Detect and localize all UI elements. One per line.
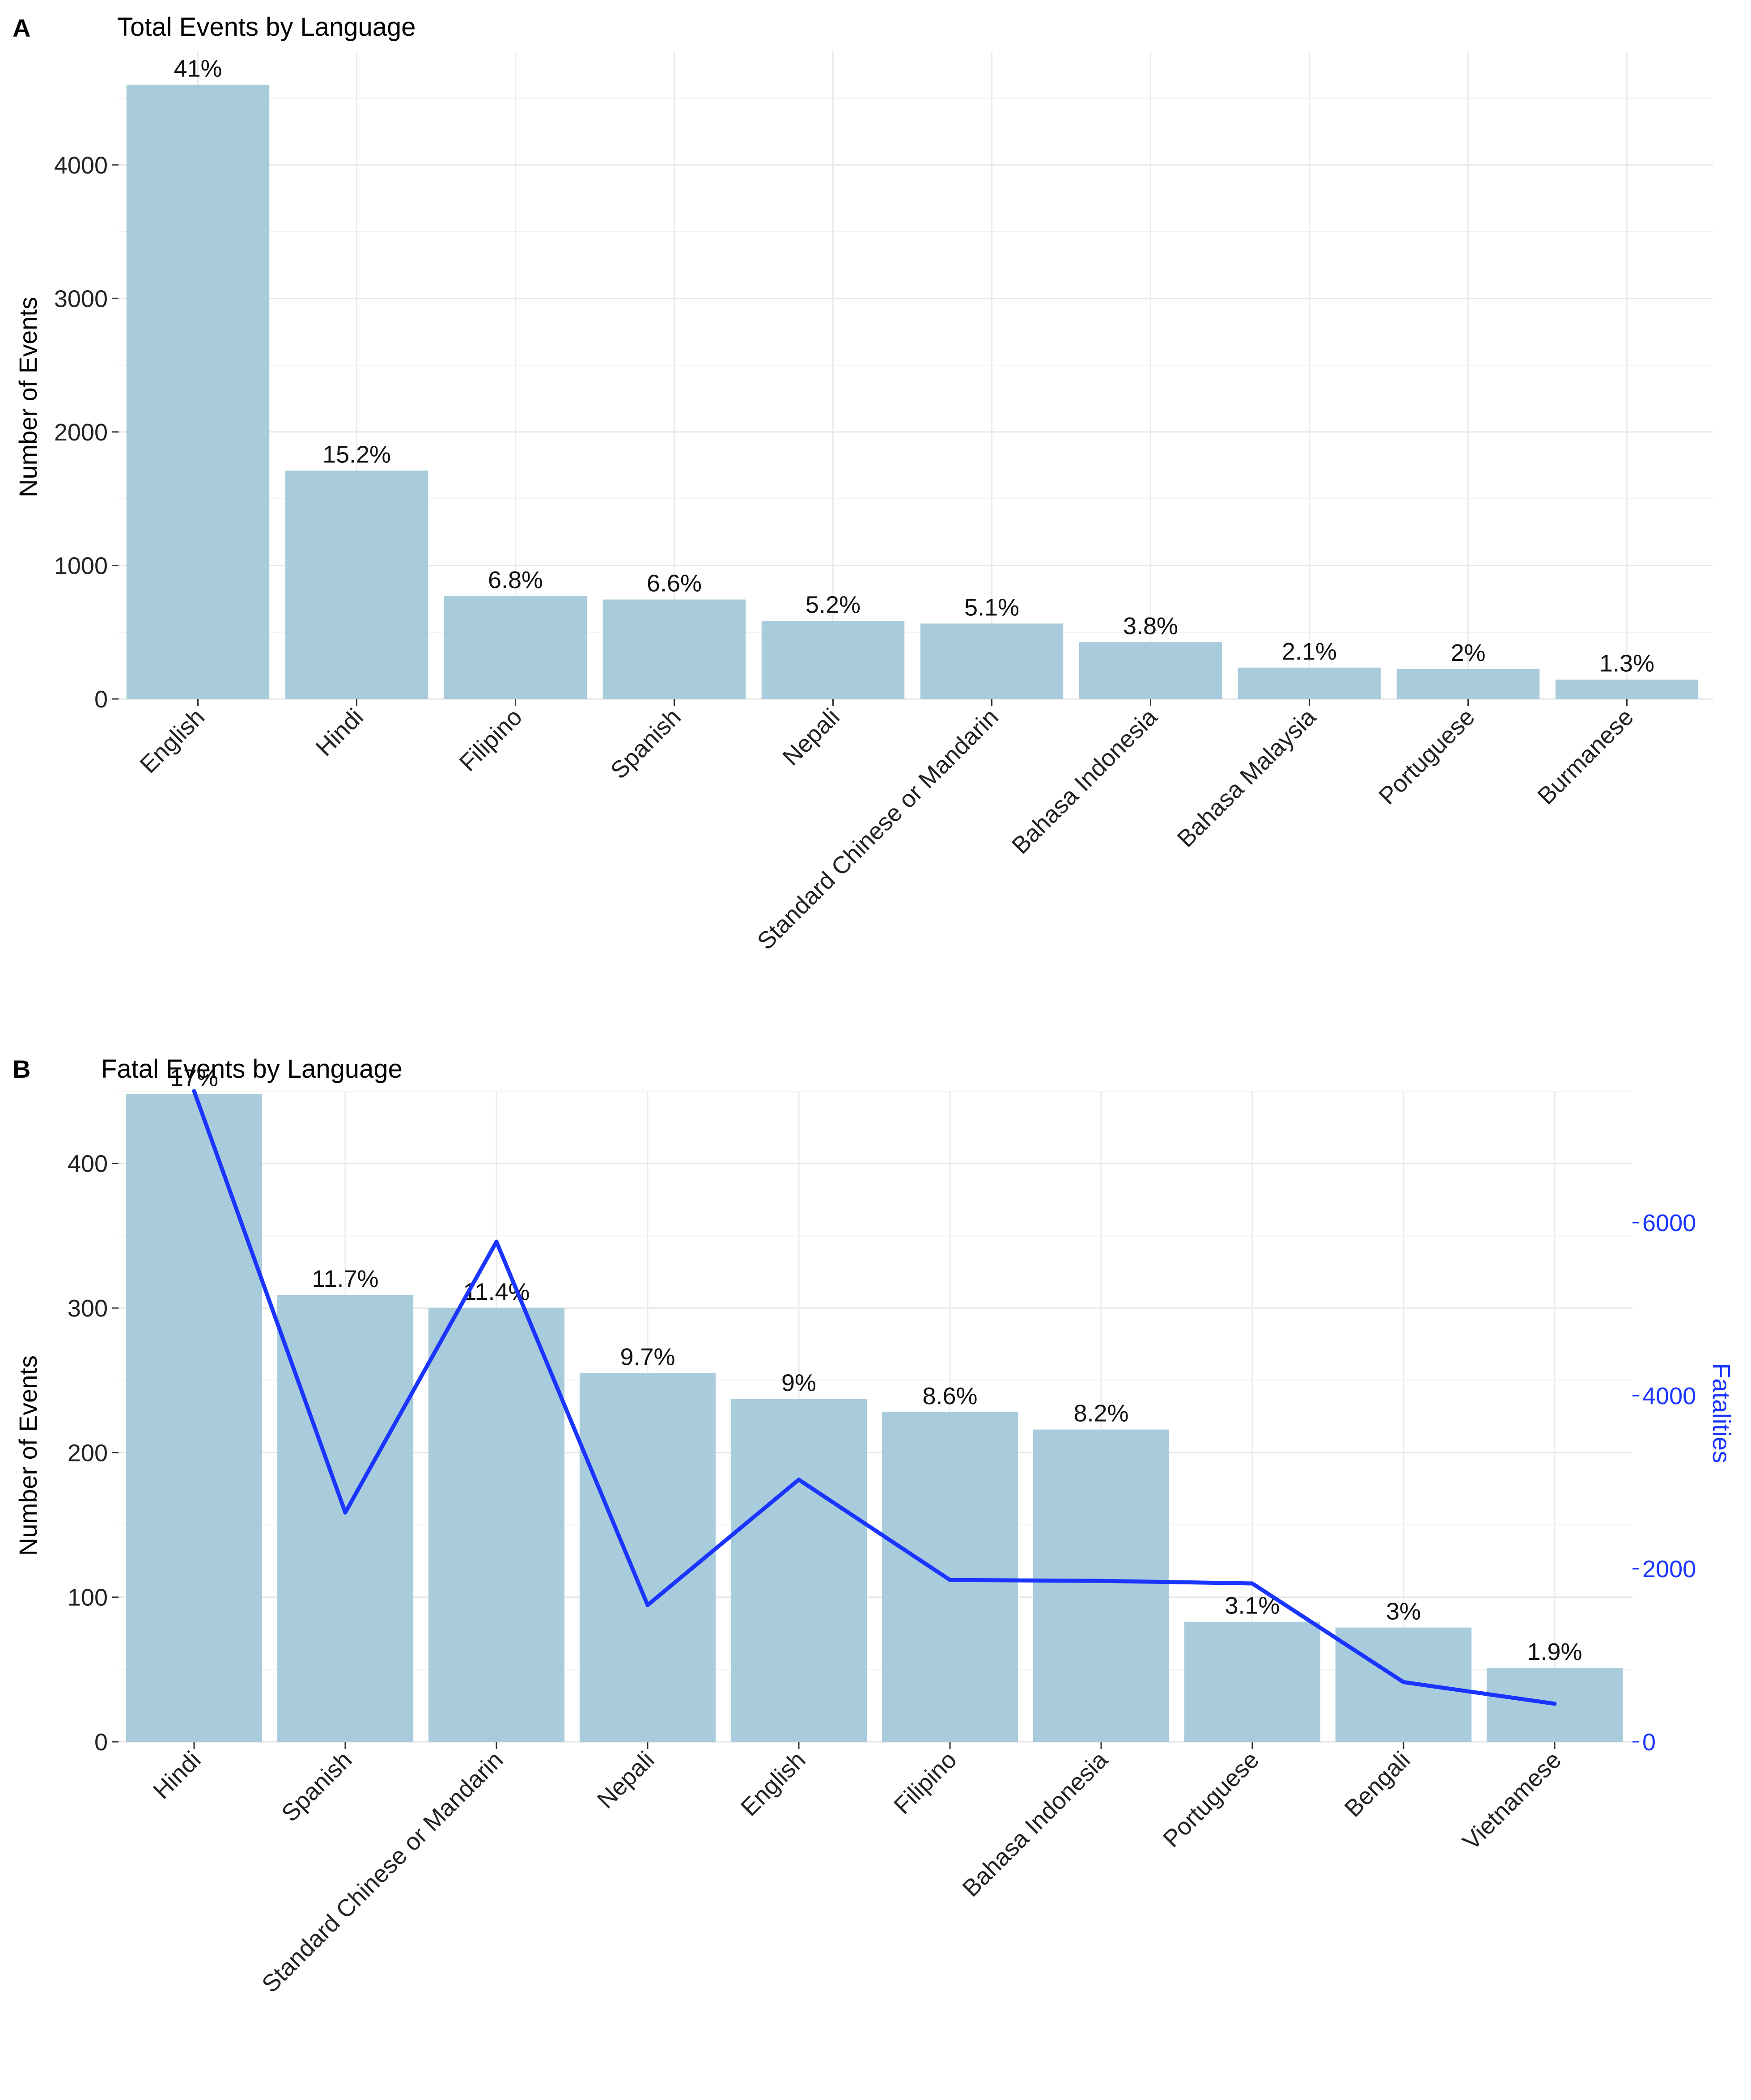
bar-hindi: [126, 1094, 263, 1742]
bar-bahasa-malaysia: [1238, 667, 1381, 699]
fatalities-point-bahasa-indonesia: [1099, 1579, 1103, 1583]
y-tick-label: 300: [68, 1295, 108, 1322]
bar-english: [126, 85, 270, 699]
fatalities-point-standard-chinese-or-mandarin: [494, 1240, 499, 1244]
bar-portuguese: [1396, 669, 1540, 699]
panel-b-bars: [126, 1094, 1623, 1742]
y-tick-label: 0: [94, 1729, 108, 1756]
bar-label-nepali: 9.7%: [620, 1344, 675, 1371]
y-tick-label: 2000: [54, 419, 108, 446]
bar-filipino: [882, 1412, 1018, 1742]
bar-label-vietnamese: 1.9%: [1527, 1639, 1582, 1665]
bar-standard-chinese-or-mandarin: [428, 1308, 565, 1742]
bar-label-spanish: 6.6%: [647, 570, 702, 597]
bar-nepali: [761, 621, 905, 699]
bar-label-spanish: 11.7%: [312, 1266, 378, 1292]
bar-label-filipino: 6.8%: [488, 567, 543, 593]
fatalities-point-nepali: [645, 1603, 650, 1607]
bar-label-filipino: 8.6%: [922, 1383, 977, 1410]
y-tick-label: 100: [68, 1584, 108, 1611]
fatalities-point-hindi: [192, 1089, 196, 1093]
panel-b-secondary-y-axis: 0 2000 4000 6000: [1632, 1210, 1696, 1756]
bar-portuguese: [1184, 1622, 1321, 1742]
panel-a-bars: [126, 85, 1699, 699]
panel-b-secondary-y-axis-title: Fatalities: [1708, 1363, 1736, 1463]
secondary-y-tick-label: 4000: [1642, 1383, 1696, 1410]
bar-bahasa-indonesia: [1033, 1429, 1170, 1742]
bar-label-standard-chinese-or-mandarin: 5.1%: [964, 594, 1019, 621]
panel-b-y-axis: 0 100 200 300 400: [68, 1151, 119, 1756]
panel-a-bar-labels: 41% 15.2% 6.8% 6.6% 5.2% 5.1% 3.8% 2.1% 2% 1.3%: [174, 55, 1654, 677]
y-tick-label: 4000: [54, 152, 108, 179]
panel-b-y-axis-title: Number of Events: [14, 1355, 42, 1556]
bar-spanish: [277, 1295, 414, 1742]
bar-bahasa-indonesia: [1079, 642, 1222, 699]
panel-a-title: Total Events by Language: [117, 13, 415, 42]
secondary-y-tick-label: 6000: [1642, 1210, 1696, 1236]
y-tick-label: 0: [94, 686, 108, 713]
bar-label-burmanese: 1.3%: [1599, 650, 1654, 677]
bar-label-bahasa-indonesia: 8.2%: [1073, 1400, 1128, 1427]
bar-spanish: [602, 599, 746, 699]
panel-a-label: A: [13, 14, 30, 42]
bar-label-english: 41%: [174, 55, 222, 82]
secondary-y-tick-label: 2000: [1642, 1556, 1696, 1583]
bar-label-english: 9%: [781, 1370, 816, 1397]
y-tick-label: 3000: [54, 285, 108, 312]
panel-a-y-axis: 0 1000 2000 3000 4000: [54, 152, 119, 713]
y-tick-label: 200: [68, 1440, 108, 1466]
bar-standard-chinese-or-mandarin: [920, 623, 1064, 699]
bar-burmanese: [1555, 679, 1699, 699]
fatalities-point-spanish: [343, 1510, 348, 1515]
fatalities-point-vietnamese: [1552, 1702, 1557, 1706]
fatalities-line-path: [192, 1089, 1557, 1706]
fatalities-point-english: [797, 1478, 801, 1482]
bar-label-bahasa-indonesia: 3.8%: [1123, 613, 1178, 639]
panel-b-fatalities-line: [192, 1089, 1557, 1706]
bar-label-hindi: 17%: [170, 1064, 218, 1091]
bar-label-portuguese: 2%: [1450, 639, 1485, 666]
bar-label-nepali: 5.2%: [806, 591, 861, 618]
y-tick-label: 1000: [54, 552, 108, 579]
secondary-y-tick-label: 0: [1642, 1729, 1656, 1756]
bar-bengali: [1335, 1627, 1472, 1742]
fatalities-point-bengali: [1401, 1680, 1406, 1684]
panel-a-y-axis-title: Number of Events: [14, 297, 42, 497]
bar-label-bengali: 3%: [1386, 1598, 1421, 1625]
fatalities-point-portuguese: [1250, 1581, 1255, 1586]
bar-filipino: [444, 596, 587, 699]
bar-nepali: [579, 1373, 716, 1742]
panel-b-label: B: [13, 1055, 30, 1083]
bar-label-hindi: 15.2%: [322, 441, 391, 468]
bar-label-bahasa-malaysia: 2.1%: [1282, 638, 1337, 665]
bar-english: [730, 1399, 867, 1742]
fatalities-point-filipino: [948, 1578, 952, 1582]
panel-b-title: Fatal Events by Language: [101, 1054, 403, 1084]
y-tick-label: 400: [68, 1151, 108, 1177]
bar-hindi: [285, 470, 428, 699]
